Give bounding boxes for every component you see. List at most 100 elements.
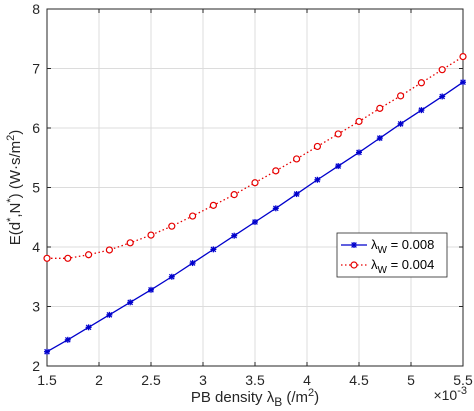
point-1-12 bbox=[272, 205, 279, 212]
data-point bbox=[272, 205, 279, 212]
y-tick-label: 4 bbox=[32, 239, 40, 255]
point-2-16 bbox=[355, 117, 363, 126]
data-point bbox=[356, 149, 362, 156]
data-point bbox=[147, 231, 155, 239]
point-2-18 bbox=[397, 92, 405, 100]
x-tick-label: 4.5 bbox=[349, 372, 369, 388]
data-point bbox=[376, 104, 384, 112]
point-1-19 bbox=[418, 107, 425, 114]
y-tick-label: 3 bbox=[32, 299, 40, 315]
y-tick-label: 6 bbox=[32, 120, 40, 136]
point-2-2 bbox=[64, 254, 72, 262]
legend-entries bbox=[341, 242, 367, 269]
data-point bbox=[148, 286, 154, 293]
data-point bbox=[43, 254, 51, 262]
x-tick-label: 3.5 bbox=[245, 372, 265, 388]
point-1-18 bbox=[397, 120, 404, 127]
point-2-13 bbox=[293, 155, 301, 163]
data-point bbox=[355, 117, 363, 126]
data-point bbox=[106, 311, 113, 318]
data-point bbox=[189, 260, 196, 266]
data-point bbox=[210, 246, 217, 253]
point-1-17 bbox=[376, 135, 383, 142]
point-1-13 bbox=[293, 191, 300, 198]
point-1-7 bbox=[168, 273, 175, 280]
x-tick-label: 2.5 bbox=[141, 372, 161, 388]
axis-ticks bbox=[46, 8, 464, 367]
y-tick-label: 8 bbox=[32, 1, 40, 17]
data-point bbox=[334, 130, 342, 138]
point-2-11 bbox=[251, 179, 259, 187]
point-2-4 bbox=[105, 246, 114, 254]
data-point bbox=[64, 336, 71, 343]
point-2-19 bbox=[417, 79, 425, 87]
data-point bbox=[85, 324, 92, 331]
data-point bbox=[460, 79, 466, 86]
series-line bbox=[47, 56, 464, 259]
data-point bbox=[251, 179, 259, 187]
point-1-16 bbox=[356, 149, 362, 156]
data-point bbox=[189, 212, 197, 220]
point-1-4 bbox=[106, 311, 113, 318]
data-point bbox=[168, 273, 175, 280]
point-1-1 bbox=[44, 348, 50, 355]
point-1-10 bbox=[231, 232, 238, 239]
point-2-6 bbox=[147, 231, 155, 239]
point-2-12 bbox=[272, 167, 280, 175]
point-1-3 bbox=[85, 324, 92, 331]
data-point bbox=[397, 92, 405, 100]
data-point bbox=[44, 348, 50, 355]
series-2 bbox=[43, 52, 467, 262]
point-2-3 bbox=[84, 251, 93, 259]
point-2-7 bbox=[168, 222, 176, 230]
x-tick-label: 5 bbox=[407, 372, 415, 388]
data-point bbox=[105, 246, 114, 254]
point-2-20 bbox=[438, 66, 446, 74]
legend-marker bbox=[351, 242, 357, 248]
data-point bbox=[293, 191, 300, 197]
point-2-17 bbox=[376, 104, 384, 112]
point-1-15 bbox=[335, 163, 342, 170]
point-1-5 bbox=[127, 299, 134, 306]
data-point bbox=[230, 191, 238, 199]
data-point bbox=[376, 135, 383, 141]
series-1 bbox=[44, 79, 466, 355]
data-point bbox=[272, 167, 280, 175]
x-tick-label: 3 bbox=[199, 372, 207, 388]
data-point bbox=[350, 261, 358, 269]
legend-label-series-1: λW = 0.008 bbox=[371, 237, 434, 256]
data-point bbox=[438, 66, 446, 74]
data-point bbox=[439, 93, 446, 100]
data-point bbox=[84, 251, 93, 259]
data-point bbox=[417, 79, 425, 87]
point-1-11 bbox=[252, 219, 258, 226]
y-axis-title: E(d*,N*) (W·s/m2) bbox=[5, 130, 24, 246]
x-tick-label: 4 bbox=[303, 372, 311, 388]
x-tick-label: 5.5 bbox=[453, 372, 473, 388]
point-2-15 bbox=[334, 130, 342, 138]
point-2-14 bbox=[313, 142, 321, 151]
data-point bbox=[231, 232, 238, 239]
x-tick-labels: 1.5 2 2.5 3 3.5 4 4.5 5 5.5 bbox=[37, 372, 473, 388]
data-point bbox=[397, 120, 404, 127]
y-tick-label: 5 bbox=[32, 180, 40, 196]
point-2-1 bbox=[43, 254, 51, 262]
x-tick-label: 2 bbox=[95, 372, 103, 388]
y-tick-labels: 2 3 4 5 6 7 8 bbox=[32, 1, 40, 374]
data-point bbox=[314, 176, 321, 183]
legend: λW = 0.008 λW = 0.004 bbox=[336, 232, 448, 278]
point-1-21 bbox=[460, 79, 466, 86]
data-point bbox=[293, 155, 301, 163]
point-2-10 bbox=[230, 191, 238, 199]
data-point bbox=[64, 254, 72, 262]
y-tick-label: 7 bbox=[32, 61, 40, 77]
data-point bbox=[418, 107, 425, 114]
data-point bbox=[335, 163, 342, 169]
data-point bbox=[313, 142, 321, 151]
legend-marker bbox=[350, 261, 358, 269]
legend-label-series-2: λW = 0.004 bbox=[371, 257, 434, 276]
x-tick-label: 1.5 bbox=[37, 372, 57, 388]
legend-box bbox=[336, 232, 448, 278]
